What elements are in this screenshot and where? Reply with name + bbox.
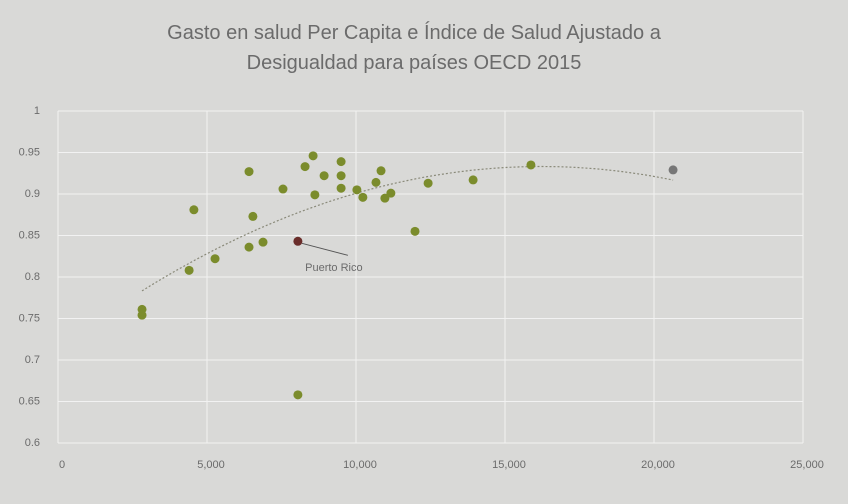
point	[308, 151, 318, 161]
point	[244, 167, 254, 177]
point	[248, 211, 258, 221]
point	[526, 160, 536, 170]
point	[300, 162, 310, 172]
point	[258, 237, 268, 247]
y-tick-label: 0.9	[25, 188, 40, 200]
x-tick-label: 15,000	[492, 459, 526, 471]
point	[668, 165, 678, 175]
y-tick-label: 0.85	[19, 229, 40, 241]
point	[358, 192, 368, 202]
point	[189, 205, 199, 215]
point	[336, 183, 346, 193]
point	[468, 175, 478, 185]
point	[293, 236, 303, 246]
x-tick-label: 10,000	[343, 459, 377, 471]
y-tick-label: 1	[34, 105, 40, 117]
point	[336, 171, 346, 181]
chart-title: Gasto en salud Per Capita e Índice de Sa…	[167, 22, 661, 74]
y-tick-label: 0.65	[19, 395, 40, 407]
x-tick-label: 20,000	[641, 459, 675, 471]
point	[376, 166, 386, 176]
point	[371, 177, 381, 187]
annotation: Puerto Rico	[305, 262, 362, 274]
y-tick-label: 0.8	[25, 271, 40, 283]
point	[410, 226, 420, 236]
point	[380, 193, 390, 203]
point	[278, 184, 288, 194]
point	[310, 190, 320, 200]
point	[352, 185, 362, 195]
point	[336, 157, 346, 167]
x-tick-label: 5,000	[197, 459, 225, 471]
point	[423, 178, 433, 188]
x-tick-label: 0	[59, 459, 65, 471]
point	[244, 242, 254, 252]
y-tick-label: 0.7	[25, 354, 40, 366]
point	[137, 310, 147, 320]
trendline	[141, 165, 674, 292]
point	[319, 171, 329, 181]
point	[293, 390, 303, 400]
point	[184, 265, 194, 275]
y-tick-label: 0.95	[19, 146, 40, 158]
annotation-leader	[301, 242, 349, 256]
y-tick-label: 0.6	[25, 437, 40, 449]
point	[210, 254, 220, 264]
y-tick-label: 0.75	[19, 312, 40, 324]
point	[386, 188, 396, 198]
x-tick-label: 25,000	[790, 459, 824, 471]
